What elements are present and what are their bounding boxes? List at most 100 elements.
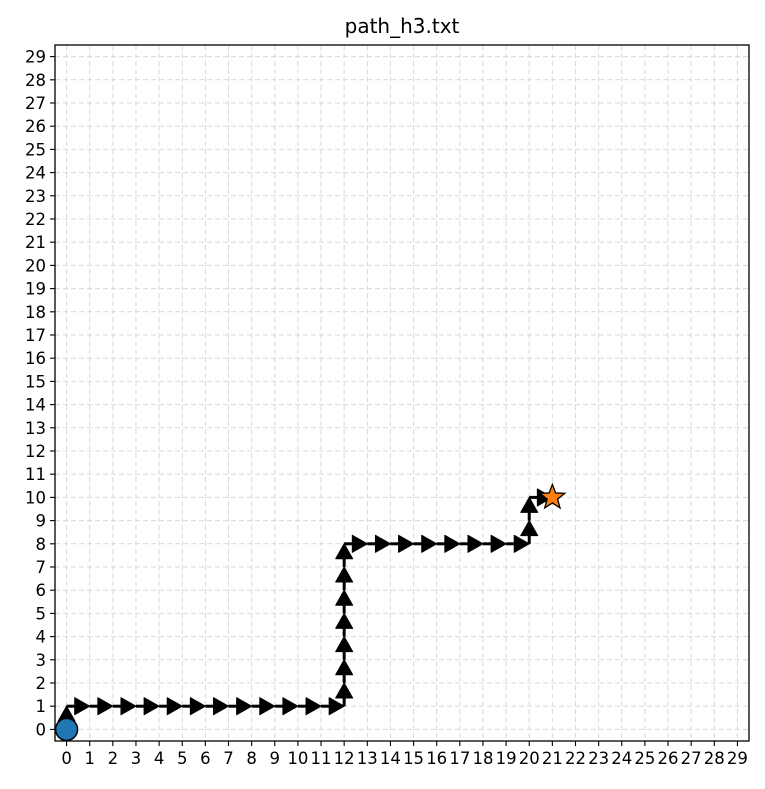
chart-title: path_h3.txt (345, 14, 460, 38)
x-tick-label: 7 (223, 749, 234, 768)
path-arrow (321, 697, 345, 716)
x-tick-label: 12 (334, 749, 355, 768)
arrow-head (335, 682, 354, 699)
arrow-head (97, 697, 114, 716)
x-tick-label: 19 (496, 749, 517, 768)
y-tick-label: 25 (25, 140, 46, 159)
path-arrow (335, 682, 354, 707)
x-tick-label: 9 (270, 749, 281, 768)
x-tick-label: 5 (177, 749, 188, 768)
arrow-head (351, 534, 368, 553)
x-tick-label: 16 (426, 749, 447, 768)
path-arrow (66, 697, 91, 716)
x-tick-label: 14 (380, 749, 401, 768)
x-tick-label: 2 (108, 749, 119, 768)
y-axis-ticks: 0123456789101112131415161718192021222324… (25, 48, 55, 739)
goal-star-marker (538, 482, 567, 510)
y-tick-label: 18 (25, 303, 46, 322)
y-tick-label: 12 (25, 442, 46, 461)
y-tick-label: 27 (25, 94, 46, 113)
x-tick-label: 1 (84, 749, 95, 768)
x-tick-label: 15 (403, 749, 424, 768)
x-tick-label: 0 (61, 749, 72, 768)
x-tick-label: 21 (542, 749, 563, 768)
path-arrow (459, 534, 484, 553)
y-tick-label: 5 (36, 604, 47, 623)
path-arrow (482, 534, 507, 553)
path-arrow (335, 589, 354, 614)
x-tick-label: 18 (472, 749, 493, 768)
arrow-head (374, 534, 391, 553)
arrow-head (335, 589, 354, 606)
y-tick-label: 28 (25, 71, 46, 90)
arrow-head (490, 534, 507, 553)
y-tick-label: 9 (36, 512, 47, 531)
arrow-head (520, 496, 539, 513)
path-arrow (344, 534, 368, 553)
y-tick-label: 8 (36, 535, 47, 554)
arrow-head (513, 534, 530, 553)
y-tick-label: 16 (25, 349, 46, 368)
arrow-head (520, 520, 539, 537)
x-tick-label: 20 (519, 749, 540, 768)
x-tick-label: 29 (727, 749, 748, 768)
path-arrow (251, 697, 276, 716)
path-arrow (182, 697, 206, 716)
x-tick-label: 24 (611, 749, 632, 768)
arrow-head (166, 697, 183, 716)
axes-frame (54, 44, 750, 742)
arrow-head (236, 697, 253, 716)
y-tick-label: 2 (36, 674, 47, 693)
path-arrow (228, 697, 253, 716)
arrow-head (189, 697, 206, 716)
arrow-head (120, 697, 137, 716)
arrow-head (335, 543, 354, 560)
x-tick-label: 3 (131, 749, 142, 768)
y-tick-label: 23 (25, 187, 46, 206)
arrow-head (335, 636, 354, 653)
path-arrow (390, 534, 415, 553)
path-arrow (367, 534, 391, 553)
y-tick-label: 21 (25, 233, 46, 252)
path-arrow (297, 697, 322, 716)
grid (55, 45, 749, 741)
path-arrows (57, 488, 553, 730)
x-axis-ticks: 0 1 2 3 4 5 6 7 8 9 10 11 12 13 14 15 16 17 18 19 20 21 22 23 24… (61, 741, 748, 768)
path-arrow (335, 543, 354, 567)
y-tick-label: 10 (25, 488, 46, 507)
y-tick-label: 14 (25, 396, 46, 415)
y-tick-label: 17 (25, 326, 46, 345)
y-tick-label: 7 (36, 558, 47, 577)
path-arrow (335, 636, 354, 660)
x-tick-label: 28 (704, 749, 725, 768)
y-tick-label: 3 (36, 651, 47, 670)
arrow-head (143, 697, 160, 716)
x-tick-label: 6 (200, 749, 211, 768)
arrow-head (335, 612, 354, 629)
x-tick-label: 11 (311, 749, 332, 768)
arrow-head (335, 659, 354, 676)
x-tick-label: 17 (449, 749, 470, 768)
arrow-head (259, 697, 276, 716)
arrow-head (398, 534, 415, 553)
path-arrow (205, 697, 229, 716)
y-tick-label: 26 (25, 117, 46, 136)
arrow-head (328, 697, 345, 716)
path-arrow (159, 697, 183, 716)
path-arrow (89, 697, 114, 716)
y-tick-label: 20 (25, 256, 46, 275)
arrow-head (305, 697, 322, 716)
y-tick-label: 13 (25, 419, 46, 438)
path-arrow (112, 697, 137, 716)
y-tick-label: 0 (36, 720, 47, 739)
start-marker (54, 717, 79, 742)
x-tick-label: 13 (357, 749, 378, 768)
arrow-head (282, 697, 299, 716)
y-tick-label: 19 (25, 280, 46, 299)
arrow-head (74, 697, 91, 716)
path-arrow (506, 534, 530, 553)
path-arrow (135, 697, 160, 716)
path-arrow (335, 566, 354, 591)
x-tick-label: 22 (565, 749, 586, 768)
